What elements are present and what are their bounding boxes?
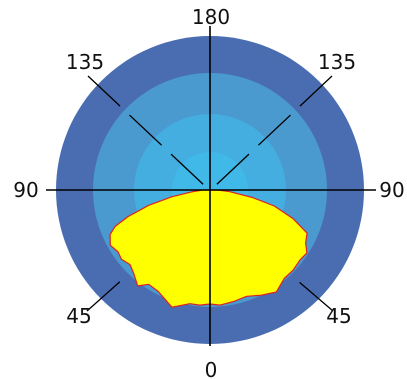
- angle-label-135-right: 135: [318, 50, 356, 74]
- angle-label-45-left: 45: [66, 304, 91, 328]
- angle-label-45-right: 45: [326, 304, 351, 328]
- angle-label-180: 180: [192, 5, 230, 29]
- angle-label-90-right: 90: [379, 178, 404, 202]
- angle-label-90-left: 90: [13, 178, 38, 202]
- angle-label-0: 0: [205, 358, 218, 379]
- angle-label-135-left: 135: [66, 50, 104, 74]
